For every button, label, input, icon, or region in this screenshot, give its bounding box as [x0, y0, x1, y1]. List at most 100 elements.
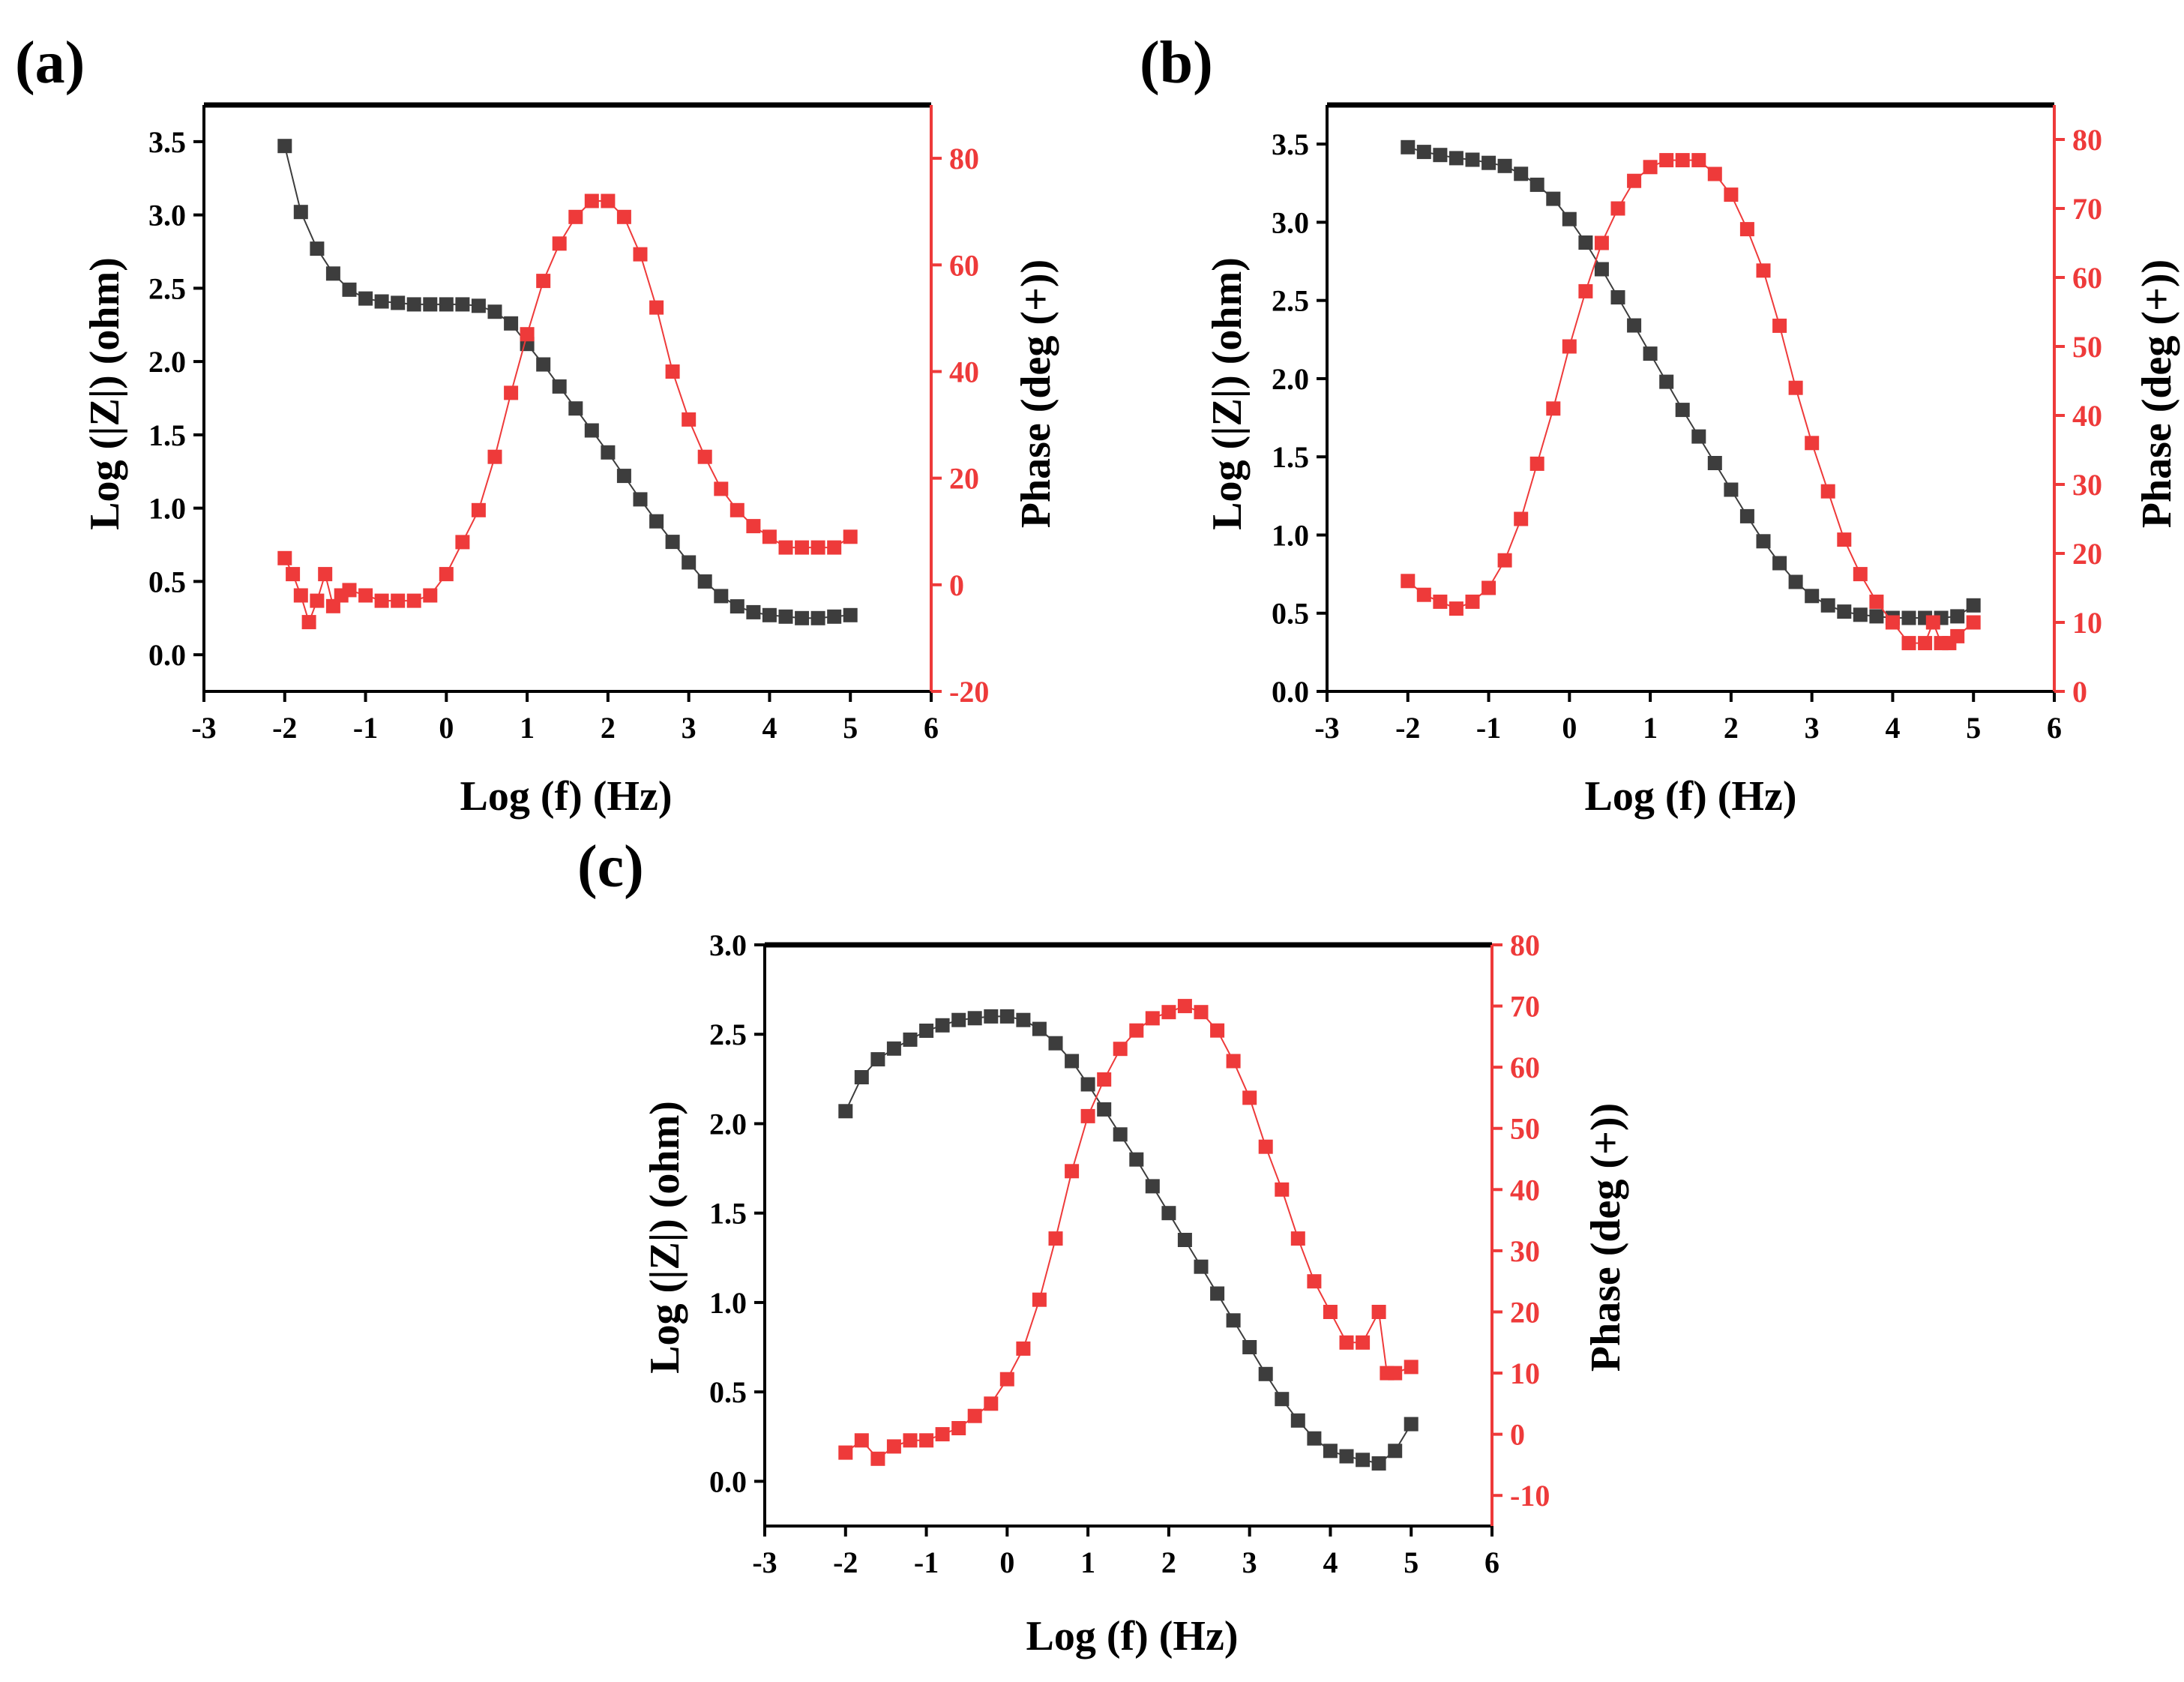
- panel-a-phase-point: [471, 502, 486, 517]
- panel-c-x-tick-label: -2: [833, 1546, 858, 1579]
- panel-b-impedance-point: [1497, 158, 1512, 173]
- panel-b-phase-point: [1433, 594, 1448, 609]
- panel-c-impedance-point: [886, 1041, 901, 1056]
- panel-c-phase-point: [1016, 1341, 1031, 1356]
- panel-c-right-tick-label: -10: [1510, 1479, 1550, 1513]
- panel-a-impedance-point: [439, 297, 454, 312]
- panel-c-phase-point: [1048, 1231, 1063, 1246]
- panel-c-impedance-point: [1323, 1444, 1338, 1459]
- panel-b-phase-point: [1675, 153, 1690, 168]
- panel-a-phase-point: [277, 550, 292, 565]
- panel-a-phase-point: [318, 567, 333, 582]
- panel-c-phase-point: [903, 1433, 918, 1448]
- panel-a-right-tick-label: 40: [949, 355, 979, 388]
- panel-a-impedance-point: [827, 609, 842, 624]
- panel-b-left-tick-label: 3.0: [1272, 205, 1309, 239]
- panel-b-x-tick-label: 0: [1562, 711, 1577, 745]
- panel-b-phase-point: [1449, 601, 1463, 616]
- panel-a-phase-point: [601, 193, 616, 208]
- panel-a-impedance-point: [746, 604, 761, 619]
- panel-c-phase-point: [1307, 1274, 1322, 1289]
- panel-c-impedance-point: [1097, 1102, 1112, 1117]
- panel-c-left-axis-title: Log (|Z|) (ohm): [642, 1101, 688, 1374]
- panel-a-x-tick-label: -3: [191, 711, 216, 745]
- panel-c-impedance-point: [984, 1009, 999, 1024]
- panel-b-impedance-line: [1407, 146, 1974, 619]
- panel-a-phase-point: [391, 593, 406, 608]
- panel-b-x-tick-label: 1: [1643, 711, 1658, 745]
- panel-b-impedance-point: [1643, 346, 1658, 361]
- panel-a: (a) -3 -2 -1 0 1 2 3 4 5 6 0.0 0.5 1.0 1.5 2.0 2.5 3.0 3.…: [15, 30, 1059, 820]
- panel-a-x-tick-label: -2: [272, 711, 297, 745]
- panel-a-left-axis-title: Log (|Z|) (ohm): [82, 257, 128, 530]
- panel-c-impedance-point: [903, 1032, 918, 1047]
- panel-a-phase-point: [682, 412, 697, 427]
- panel-c-impedance-point: [999, 1009, 1014, 1024]
- panel-b-phase-point: [1756, 263, 1771, 278]
- panel-c-left-tick-label: 0.5: [709, 1375, 747, 1409]
- panel-b-left-tick-label: 0.0: [1272, 675, 1309, 709]
- panel-a-impedance-line: [283, 145, 851, 619]
- panel-c-impedance-point: [1275, 1392, 1290, 1407]
- panel-c-right-tick-label: 10: [1510, 1357, 1540, 1390]
- panel-b-phase-point: [1739, 222, 1754, 237]
- panel-a-x-tick-label: 0: [439, 711, 454, 745]
- panel-a-phase-point: [746, 519, 761, 534]
- panel-c-x-tick-label: 6: [1484, 1546, 1499, 1579]
- panel-c-right-tick-label: 30: [1510, 1234, 1540, 1268]
- panel-b-right-tick-label: 80: [2072, 123, 2102, 157]
- panel-a-phase-point: [697, 449, 712, 464]
- panel-c-x-tick-label: 4: [1323, 1546, 1338, 1579]
- panel-c-impedance-point: [1194, 1259, 1209, 1274]
- panel-c-left-tick-label: 2.0: [709, 1107, 747, 1141]
- panel-c-phase-point: [886, 1439, 901, 1454]
- panel-b-phase-point: [1465, 594, 1480, 609]
- panel-b-right-tick-label: 10: [2072, 606, 2102, 640]
- panel-b-impedance-point: [1966, 598, 1981, 613]
- panel-a-impedance-point: [601, 445, 616, 460]
- panel-b: (b) -3 -2 -1 0 1 2 3 4 5 6 0.0 0.5 1.0 1.5 2.0 2.5 3.0 3.…: [1140, 30, 2180, 820]
- panel-c-impedance-point: [1290, 1413, 1305, 1428]
- panel-a-right-tick-label: 0: [949, 568, 964, 602]
- panel-b-impedance-point: [1707, 456, 1722, 470]
- panel-b-impedance-point: [1546, 191, 1561, 206]
- panel-b-x-tick-label: 4: [1885, 711, 1900, 745]
- panel-b-plot: -3 -2 -1 0 1 2 3 4 5 6 0.0 0.5 1.0 1.5 2.0 2.5 3.0 3.5 0 10…: [1272, 102, 2102, 745]
- panel-b-phase-point: [1918, 636, 1933, 651]
- panel-a-phase-point: [406, 593, 421, 608]
- panel-a-impedance-point: [504, 316, 519, 331]
- panel-a-impedance-point: [697, 574, 712, 589]
- panel-b-impedance-point: [1416, 145, 1431, 160]
- panel-a-impedance-point: [374, 294, 389, 309]
- panel-a-x-tick-label: -1: [353, 711, 378, 745]
- panel-b-x-tick-label: -2: [1395, 711, 1420, 745]
- panel-a-x-tick-label: 4: [762, 711, 777, 745]
- panel-b-impedance-point: [1401, 139, 1416, 154]
- panel-a-impedance-point: [293, 205, 308, 220]
- panel-b-phase-point: [1562, 339, 1577, 354]
- panel-a-phase-point: [439, 567, 454, 582]
- panel-a-phase-point: [584, 193, 599, 208]
- panel-c-impedance-point: [1356, 1453, 1371, 1468]
- panel-c-phase-point: [1194, 1005, 1209, 1020]
- panel-a-left-tick-label: 2.0: [148, 345, 186, 379]
- panel-a-phase-point: [568, 209, 583, 224]
- panel-b-impedance-point: [1805, 589, 1820, 604]
- panel-a-phase-point: [310, 593, 325, 608]
- panel-a-x-tick-label: 2: [601, 711, 616, 745]
- panel-a-impedance-point: [310, 241, 325, 256]
- panel-c-impedance-point: [1339, 1449, 1354, 1464]
- panel-b-impedance-point: [1627, 318, 1642, 333]
- panel-b-impedance-point: [1788, 574, 1803, 589]
- panel-c-right-axis-title: Phase (deg (+)): [1583, 1103, 1629, 1372]
- panel-b-impedance-point: [1739, 508, 1754, 523]
- panel-c-phase-point: [1339, 1335, 1354, 1350]
- panel-a-impedance-point: [665, 535, 680, 550]
- panel-a-impedance-point: [455, 297, 470, 312]
- panel-b-phase-point: [1497, 553, 1512, 568]
- panel-a-left-tick-label: 2.5: [148, 271, 186, 305]
- panel-a-x-axis-title: Log (f) (Hz): [460, 773, 672, 820]
- panel-c-phase-point: [1065, 1164, 1080, 1179]
- panel-b-phase-point: [1869, 594, 1884, 609]
